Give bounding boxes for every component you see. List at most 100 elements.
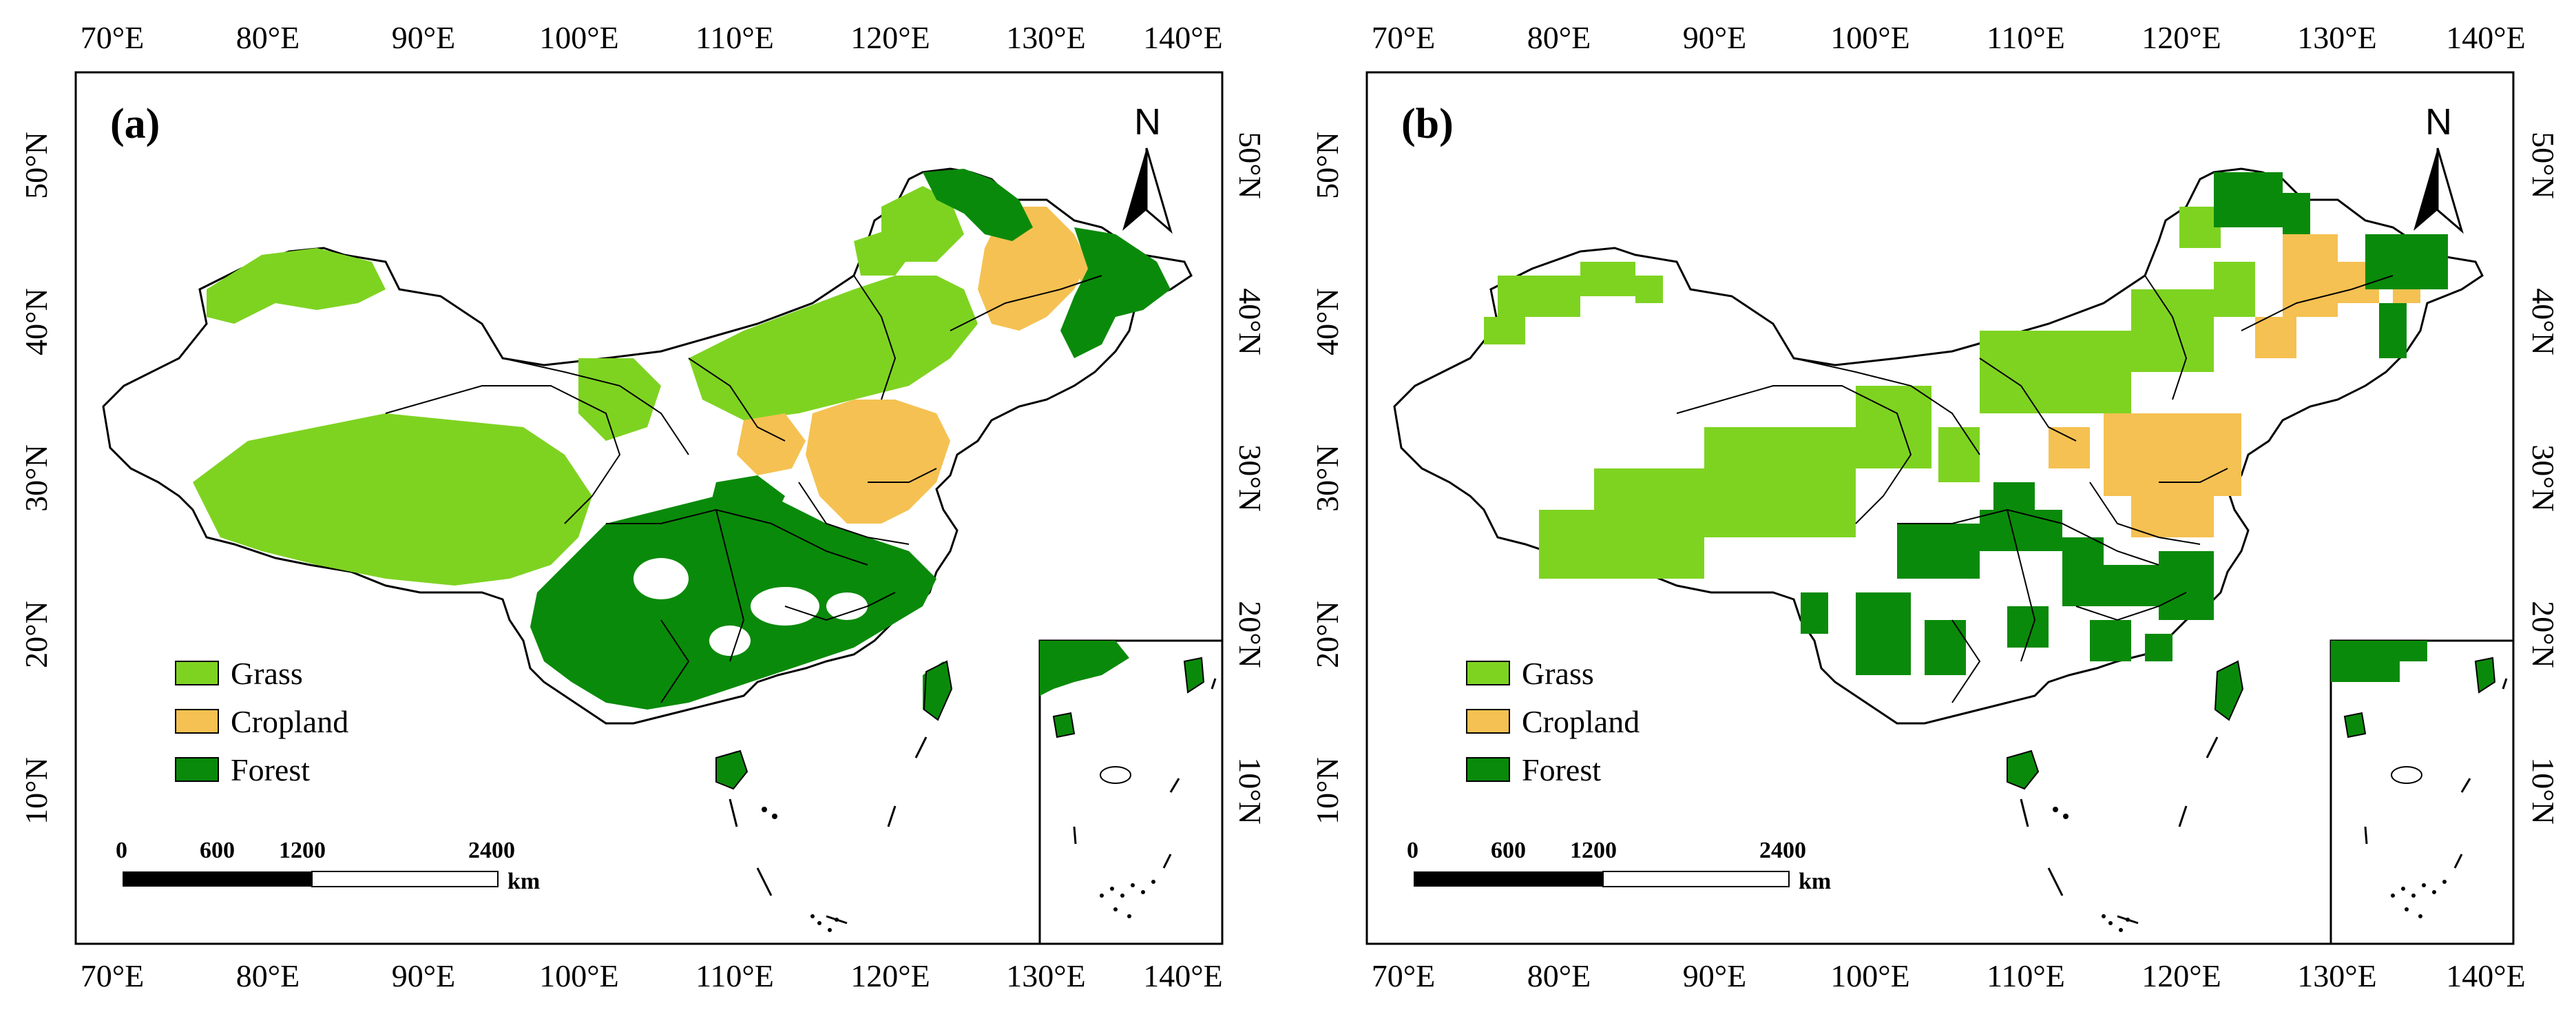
lon-tick: 140°E bbox=[1143, 958, 1223, 993]
scale-label-1200: 1200 bbox=[1570, 838, 1617, 863]
lat-tick: 30°N bbox=[19, 444, 54, 512]
lat-tick: 50°N bbox=[1233, 132, 1268, 199]
scale-bar: 0 600 1200 2400 km bbox=[116, 838, 540, 894]
land-cover-layer bbox=[1393, 167, 2513, 944]
lon-tick: 70°E bbox=[1372, 20, 1436, 55]
lon-tick: 70°E bbox=[1372, 958, 1436, 993]
lat-tick: 40°N bbox=[19, 288, 54, 355]
scale-bar: 0 600 1200 2400 km bbox=[1407, 838, 1831, 894]
legend-swatch-forest bbox=[175, 757, 219, 782]
lon-tick: 80°E bbox=[1527, 958, 1591, 993]
legend-label-cropland: Cropland bbox=[1522, 704, 1640, 739]
small-islands bbox=[762, 807, 839, 932]
scale-unit: km bbox=[507, 869, 540, 894]
lat-ticks-right: 50°N 40°N 30°N 20°N 10°N bbox=[2526, 132, 2561, 825]
scale-label-600: 600 bbox=[200, 838, 235, 863]
lat-tick: 10°N bbox=[2526, 757, 2561, 825]
north-label: N bbox=[2425, 101, 2452, 143]
lon-tick: 70°E bbox=[81, 958, 145, 993]
north-arrow: N bbox=[2413, 101, 2464, 234]
lon-tick: 100°E bbox=[1830, 958, 1910, 993]
panel-label: (a) bbox=[110, 101, 160, 147]
legend-swatch-cropland bbox=[1466, 709, 1510, 734]
lat-ticks-right: 50°N 40°N 30°N 20°N 10°N bbox=[1233, 132, 1268, 825]
lat-tick: 40°N bbox=[1310, 288, 1345, 355]
lat-tick: 40°N bbox=[2526, 288, 2561, 355]
scale-label-1200: 1200 bbox=[279, 838, 326, 863]
north-arrow: N bbox=[1122, 101, 1173, 234]
lon-tick: 120°E bbox=[850, 20, 930, 55]
scale-label-2400: 2400 bbox=[1759, 838, 1806, 863]
panel-b-map: (b) N Grass Cropland Forest 0 600 1200 2… bbox=[1310, 20, 2561, 993]
lat-tick: 20°N bbox=[19, 601, 54, 668]
scale-label-0: 0 bbox=[116, 838, 127, 863]
scale-unit: km bbox=[1799, 869, 1831, 894]
hainan-island bbox=[2007, 750, 2040, 790]
lon-ticks-top: 70°E 80°E 90°E 100°E 110°E 120°E 130°E 1… bbox=[1372, 20, 2526, 55]
taiwan-island bbox=[2214, 660, 2244, 721]
lat-tick: 50°N bbox=[2526, 132, 2561, 199]
legend: Grass Cropland Forest bbox=[175, 656, 348, 787]
legend-label-cropland: Cropland bbox=[231, 704, 348, 739]
lat-tick: 50°N bbox=[1310, 132, 1345, 199]
lat-tick: 10°N bbox=[1310, 757, 1345, 825]
grass-areas bbox=[193, 186, 978, 586]
nine-dash-line bbox=[729, 736, 928, 925]
lon-tick: 130°E bbox=[1006, 20, 1086, 55]
scale-label-600: 600 bbox=[1491, 838, 1526, 863]
land-cover-layer bbox=[102, 167, 1222, 944]
lon-ticks-top: 70°E 80°E 90°E 100°E 110°E 120°E 130°E 1… bbox=[81, 20, 1223, 55]
legend-label-grass: Grass bbox=[231, 656, 303, 691]
lon-tick: 90°E bbox=[1683, 20, 1747, 55]
lat-tick: 20°N bbox=[1233, 601, 1268, 668]
lat-tick: 30°N bbox=[2526, 444, 2561, 512]
lon-tick: 130°E bbox=[2297, 958, 2377, 993]
lon-tick: 100°E bbox=[539, 20, 619, 55]
south-china-sea-inset bbox=[1038, 639, 1222, 944]
lon-ticks-bottom: 70°E 80°E 90°E 100°E 110°E 120°E 130°E 1… bbox=[81, 958, 1223, 993]
lat-tick: 40°N bbox=[1233, 288, 1268, 355]
lon-tick: 110°E bbox=[1987, 20, 2065, 55]
lon-tick: 110°E bbox=[695, 958, 774, 993]
lat-tick: 20°N bbox=[1310, 601, 1345, 668]
legend-swatch-grass bbox=[175, 661, 219, 685]
lon-tick: 110°E bbox=[1987, 958, 2065, 993]
south-china-sea-inset bbox=[2329, 639, 2513, 944]
lon-tick: 110°E bbox=[695, 20, 774, 55]
lat-ticks-left: 50°N 40°N 30°N 20°N 10°N bbox=[19, 132, 54, 825]
lon-tick: 100°E bbox=[539, 958, 619, 993]
lon-tick: 140°E bbox=[1143, 20, 1223, 55]
province-borders bbox=[1676, 275, 2394, 703]
lon-tick: 80°E bbox=[1527, 20, 1591, 55]
nine-dash-line bbox=[2020, 736, 2219, 925]
small-islands bbox=[2053, 807, 2130, 932]
legend-swatch-cropland bbox=[175, 709, 219, 734]
legend-swatch-grass bbox=[1466, 661, 1510, 685]
north-label: N bbox=[1134, 101, 1161, 143]
lon-tick: 140°E bbox=[2446, 20, 2526, 55]
legend: Grass Cropland Forest bbox=[1466, 656, 1640, 787]
lat-tick: 30°N bbox=[1233, 444, 1268, 512]
lat-ticks-left: 50°N 40°N 30°N 20°N 10°N bbox=[1310, 132, 1345, 825]
lon-tick: 140°E bbox=[2446, 958, 2526, 993]
legend-label-forest: Forest bbox=[1522, 752, 1601, 787]
lat-tick: 20°N bbox=[2526, 601, 2561, 668]
lon-tick: 130°E bbox=[1006, 958, 1086, 993]
lon-tick: 120°E bbox=[2142, 958, 2221, 993]
legend-label-grass: Grass bbox=[1522, 656, 1594, 691]
lon-tick: 120°E bbox=[850, 958, 930, 993]
hainan-island bbox=[715, 750, 748, 790]
lon-tick: 90°E bbox=[392, 958, 456, 993]
lon-tick: 80°E bbox=[236, 20, 300, 55]
scale-label-0: 0 bbox=[1407, 838, 1418, 863]
lon-tick: 70°E bbox=[81, 20, 145, 55]
lon-tick: 90°E bbox=[1683, 958, 1747, 993]
panel-label: (b) bbox=[1401, 101, 1454, 147]
province-borders bbox=[385, 275, 1102, 703]
lon-tick: 100°E bbox=[1830, 20, 1910, 55]
lon-tick: 120°E bbox=[2142, 20, 2221, 55]
grass-cells bbox=[1484, 207, 2255, 579]
lat-tick: 10°N bbox=[19, 757, 54, 825]
taiwan-island bbox=[923, 660, 953, 721]
